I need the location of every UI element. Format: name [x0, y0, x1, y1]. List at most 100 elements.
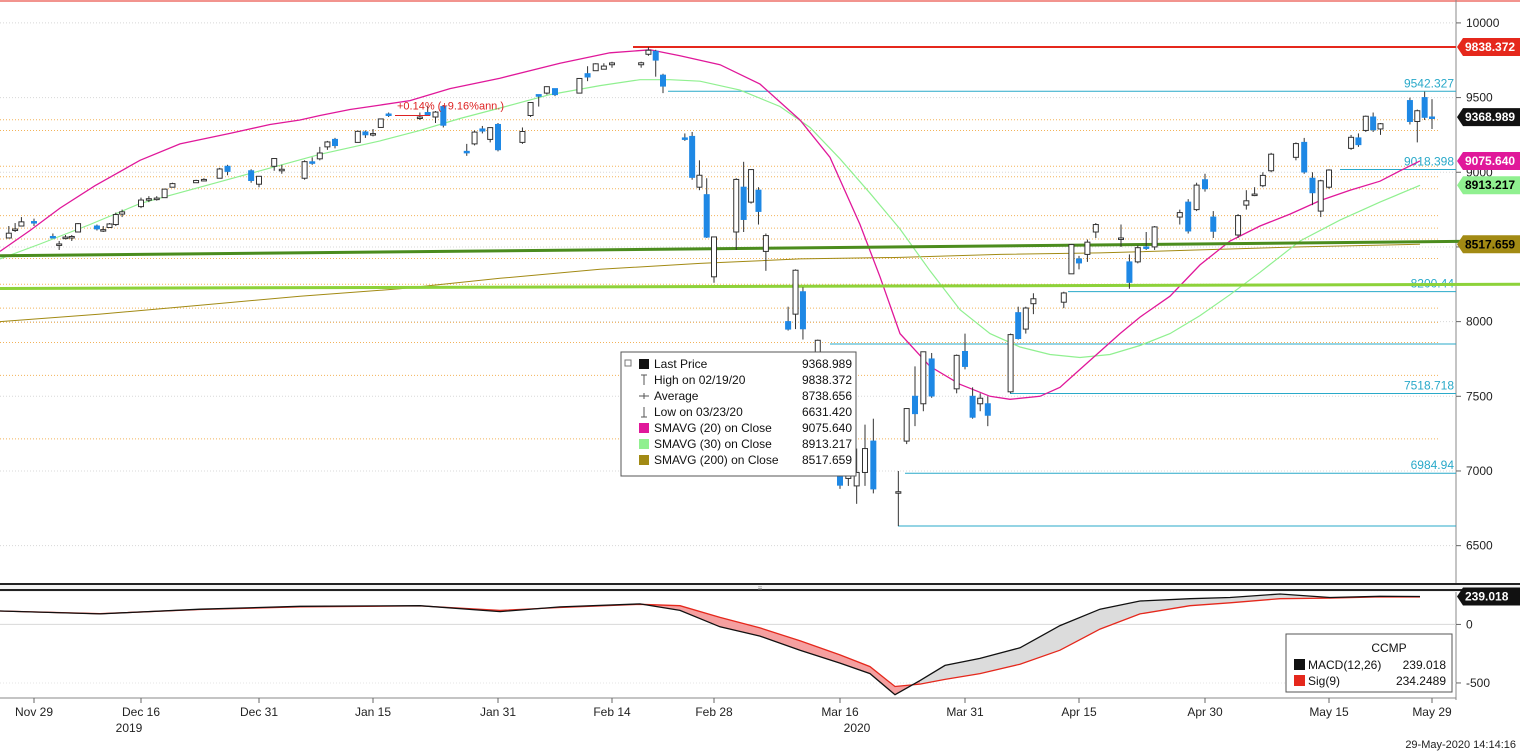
macd-fill [1230, 594, 1280, 603]
candle [1143, 246, 1150, 249]
candle [928, 358, 935, 397]
macd-tick-label: 0 [1466, 617, 1473, 631]
candle [920, 351, 927, 405]
price-tag [1457, 151, 1520, 170]
x-tick-label: Dec 16 [122, 705, 160, 719]
price-tag [1457, 176, 1520, 195]
candle [903, 408, 910, 442]
candle [762, 235, 769, 252]
legend-label: Last Price [654, 357, 708, 371]
candle [1243, 200, 1250, 206]
candle [1176, 212, 1183, 218]
macd-fill [1020, 625, 1060, 665]
candle [1235, 215, 1242, 236]
candle [1022, 307, 1029, 330]
macd-legend-title: CCMP [1371, 641, 1406, 655]
candle [600, 65, 607, 70]
candle [169, 183, 176, 188]
legend-swatch [639, 359, 649, 369]
macd-fill [1100, 601, 1140, 630]
candle [93, 225, 100, 230]
candle [853, 471, 860, 487]
x-tick-label: Apr 15 [1061, 705, 1097, 719]
price-tag [1457, 235, 1520, 254]
candle [703, 194, 710, 238]
macd-legend: CCMP MACD(12,26) 239.018 Sig(9) 234.2489 [1285, 633, 1453, 693]
price-tag-label: 9368.989 [1465, 110, 1515, 124]
candle [696, 174, 703, 188]
macd-legend-box [1285, 633, 1453, 693]
legend-low-marker [641, 407, 647, 418]
price-tag-label: 8913.217 [1465, 178, 1515, 192]
candle [870, 440, 877, 490]
macd-fill [800, 640, 840, 664]
candle [1068, 244, 1075, 275]
legend-item: Average 8738.656 [639, 389, 852, 403]
legend-label: SMAVG (200) on Close [654, 453, 779, 467]
candle [68, 235, 75, 239]
candle [527, 102, 534, 117]
candle [224, 165, 231, 172]
candle [424, 112, 431, 116]
legend-label: Average [654, 389, 699, 403]
legend-collapse-icon [624, 359, 632, 367]
legend-label: Low on 03/23/20 [654, 405, 743, 419]
candle [1084, 241, 1091, 255]
candle [119, 211, 126, 215]
year-label: 2019 [116, 721, 143, 735]
level-label: 9542.327 [1404, 76, 1454, 90]
price-tick-label: 7500 [1466, 389, 1493, 403]
candle [12, 228, 19, 232]
candle [1259, 174, 1266, 187]
macd-value-label: 239.018 [1465, 589, 1509, 603]
candle [1030, 298, 1037, 305]
candle [984, 403, 991, 416]
legend-item: Low on 03/23/20 6631.420 [641, 405, 852, 419]
candle [278, 168, 285, 172]
candle [552, 88, 558, 96]
candle [56, 243, 63, 246]
candle [1015, 312, 1022, 339]
candle [895, 491, 902, 494]
legend-swatch [639, 439, 649, 449]
candle [193, 179, 200, 184]
pane-separator[interactable]: ≡ [0, 583, 1520, 593]
candle [200, 178, 207, 182]
candle [416, 116, 423, 120]
sma200-line [0, 243, 1421, 323]
candle [1309, 177, 1316, 194]
candle [1092, 224, 1099, 233]
candle [1355, 137, 1362, 146]
legend-label: High on 02/19/20 [654, 373, 746, 387]
candle [487, 127, 494, 140]
candle [145, 198, 152, 201]
candle [1060, 292, 1067, 303]
legend-swatch [639, 423, 649, 433]
candle [354, 130, 361, 143]
candle [316, 152, 323, 160]
legend-label: SMAVG (20) on Close [654, 421, 772, 435]
moving-averages [0, 49, 1421, 400]
candle [862, 448, 868, 473]
candle [1429, 116, 1435, 120]
candle [1185, 201, 1192, 232]
candles[interactable] [5, 47, 1435, 527]
x-tick-label: Mar 16 [821, 705, 859, 719]
candle [1406, 100, 1413, 122]
candle [1193, 184, 1200, 211]
candle [681, 137, 688, 140]
candle [100, 229, 107, 232]
candle [1076, 258, 1082, 264]
candle [799, 291, 806, 330]
price-tick-label: 8000 [1466, 315, 1493, 329]
candle [1326, 169, 1332, 188]
candle [256, 175, 262, 185]
macd-legend-label: Sig(9) [1308, 674, 1340, 688]
year-label: 2020 [844, 721, 871, 735]
candle [1370, 116, 1377, 131]
candle [689, 135, 696, 178]
price-tick-label: 9500 [1466, 91, 1493, 105]
candle [106, 223, 113, 229]
